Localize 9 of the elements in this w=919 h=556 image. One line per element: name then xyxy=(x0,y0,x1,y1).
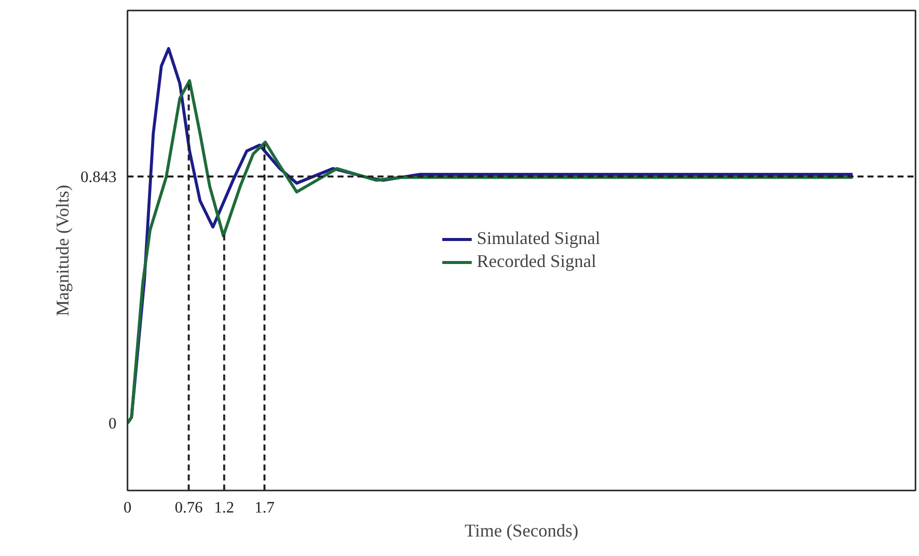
x-axis-title: Time (Seconds) xyxy=(464,520,578,540)
y-axis-title: Magnitude (Volts) xyxy=(52,184,72,316)
x-tick-label: 0 xyxy=(124,500,132,516)
legend-label: Simulated Signal xyxy=(476,228,600,249)
x-tick-label: 1.2 xyxy=(214,500,234,516)
y-tick-label: 0.843 xyxy=(80,168,116,186)
legend-label: Recorded Signal xyxy=(476,251,596,272)
x-tick-label: 0.76 xyxy=(174,500,203,516)
x-tick-label: 1.7 xyxy=(254,500,274,516)
